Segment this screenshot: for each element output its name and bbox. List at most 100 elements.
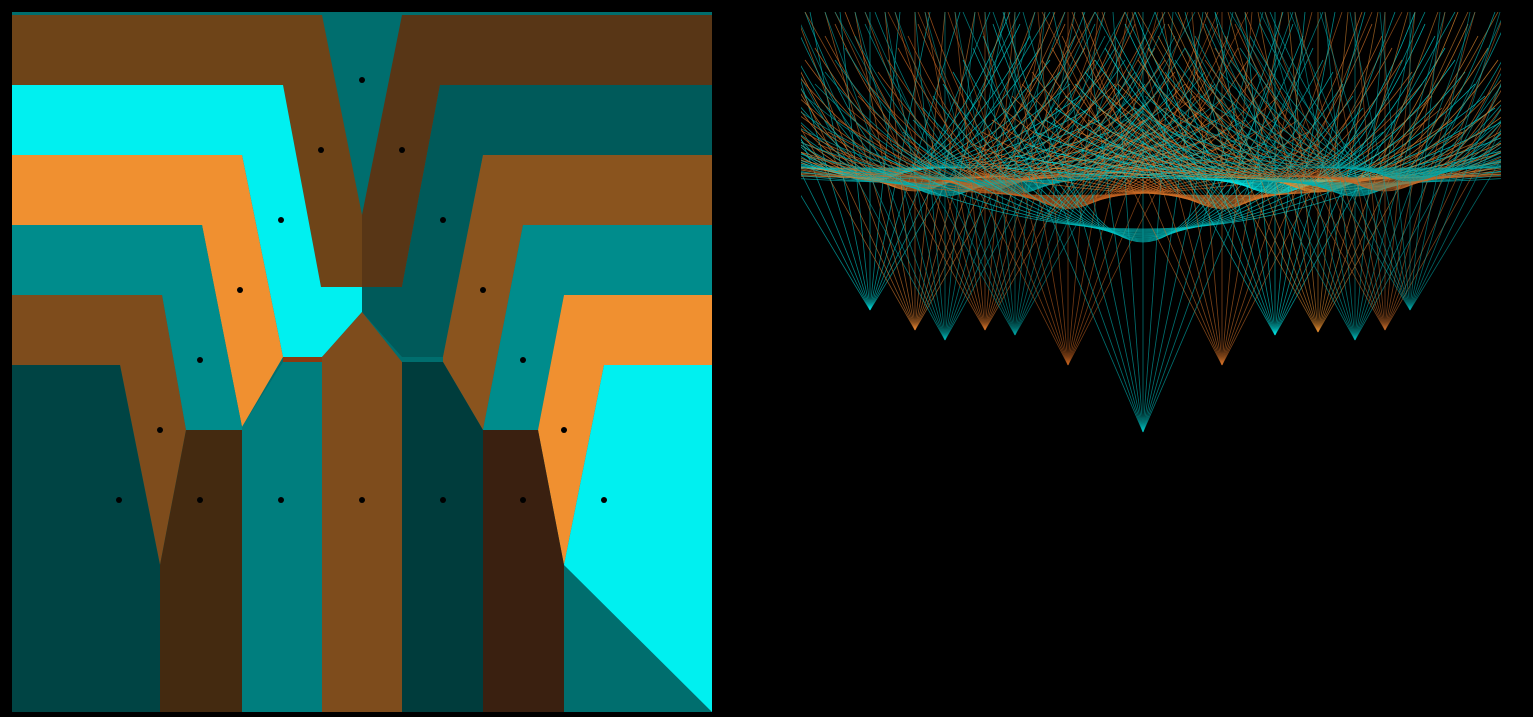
site bbox=[116, 497, 122, 503]
wire-line bbox=[962, 12, 1144, 433]
site bbox=[399, 147, 405, 153]
wire-line bbox=[1289, 12, 1411, 311]
wire-line bbox=[824, 12, 946, 341]
wire-line bbox=[801, 26, 916, 331]
wire-line bbox=[1074, 125, 1212, 207]
cell bbox=[564, 365, 712, 712]
cell bbox=[362, 85, 712, 357]
wire-line bbox=[1067, 12, 1129, 366]
wire-line bbox=[801, 172, 871, 311]
site bbox=[440, 497, 446, 503]
site bbox=[359, 497, 365, 503]
sites bbox=[116, 77, 607, 503]
wire-line bbox=[1287, 12, 1319, 333]
wire-line bbox=[824, 12, 916, 331]
site bbox=[197, 497, 203, 503]
wire-line bbox=[1022, 12, 1144, 433]
cell bbox=[483, 430, 564, 712]
wire-line bbox=[1274, 12, 1456, 336]
wire-line bbox=[1274, 12, 1366, 336]
wire-line bbox=[1137, 12, 1319, 333]
site bbox=[440, 217, 446, 223]
wire-line bbox=[1274, 12, 1396, 336]
wire-line bbox=[869, 12, 931, 311]
wire-line bbox=[1142, 12, 1174, 433]
cell bbox=[283, 357, 322, 362]
cell bbox=[362, 15, 712, 287]
wire-line bbox=[947, 12, 1069, 366]
cell bbox=[483, 225, 712, 430]
wire-line bbox=[894, 12, 986, 331]
site bbox=[318, 147, 324, 153]
wire-line bbox=[1114, 149, 1172, 191]
wire-line bbox=[977, 12, 1069, 366]
wire-line bbox=[1101, 12, 1223, 366]
wire-line bbox=[1204, 12, 1356, 341]
wire-line bbox=[1274, 12, 1426, 336]
site bbox=[561, 427, 567, 433]
cell bbox=[322, 312, 402, 712]
wire-line bbox=[1161, 12, 1223, 366]
cell bbox=[538, 295, 712, 565]
wire-line bbox=[1259, 12, 1411, 311]
wire-line bbox=[801, 137, 871, 311]
cell bbox=[402, 362, 483, 712]
wire-line bbox=[1317, 12, 1379, 333]
cell bbox=[322, 15, 402, 215]
voronoi-panel bbox=[12, 12, 712, 712]
wire-line bbox=[869, 12, 901, 311]
wire-line bbox=[1409, 12, 1501, 311]
cell bbox=[160, 430, 242, 712]
wire-line bbox=[1014, 12, 1196, 336]
wire-line bbox=[1379, 12, 1411, 311]
wire-line bbox=[1154, 12, 1276, 336]
wire-line bbox=[1409, 128, 1501, 311]
wire-line bbox=[1089, 134, 1197, 201]
wire-line bbox=[834, 12, 1016, 336]
wire-line bbox=[1124, 155, 1162, 187]
wire-line bbox=[864, 12, 986, 331]
wire-line bbox=[1119, 152, 1167, 189]
wire-line bbox=[1324, 12, 1386, 331]
wire-line bbox=[917, 12, 1069, 366]
wire-line bbox=[1049, 110, 1237, 217]
wire-line bbox=[1142, 12, 1234, 433]
wire-line bbox=[1007, 12, 1069, 366]
wire-line bbox=[1059, 116, 1227, 213]
wire-line bbox=[944, 12, 1006, 341]
wire-line bbox=[1317, 12, 1409, 333]
wire-line bbox=[1084, 131, 1202, 203]
wireframe-panel bbox=[801, 12, 1501, 433]
wire-line bbox=[1109, 146, 1177, 193]
wire-line bbox=[1041, 12, 1223, 366]
site bbox=[601, 497, 607, 503]
wire-line bbox=[1384, 124, 1501, 331]
cell bbox=[12, 295, 186, 565]
wire-line bbox=[887, 12, 1069, 366]
cell bbox=[12, 15, 362, 287]
wire-line bbox=[1264, 12, 1386, 331]
wire-line bbox=[954, 12, 986, 331]
wire-line bbox=[944, 12, 1066, 341]
wire-line bbox=[801, 194, 871, 311]
wire-line bbox=[1014, 12, 1046, 336]
site bbox=[278, 217, 284, 223]
cell bbox=[12, 365, 160, 712]
wire-line bbox=[894, 12, 1016, 336]
wire-line bbox=[1044, 107, 1242, 219]
site bbox=[359, 77, 365, 83]
wire-line bbox=[801, 127, 916, 331]
wire-line bbox=[1234, 12, 1386, 331]
cell bbox=[443, 155, 712, 430]
wire-line bbox=[1409, 82, 1501, 311]
site bbox=[520, 497, 526, 503]
wire-line bbox=[1324, 12, 1356, 341]
site bbox=[157, 427, 163, 433]
wire-line bbox=[1409, 12, 1471, 311]
cell bbox=[12, 225, 242, 430]
wire-line bbox=[1054, 113, 1232, 215]
wire-line bbox=[1104, 143, 1182, 195]
wire-line bbox=[854, 12, 916, 331]
